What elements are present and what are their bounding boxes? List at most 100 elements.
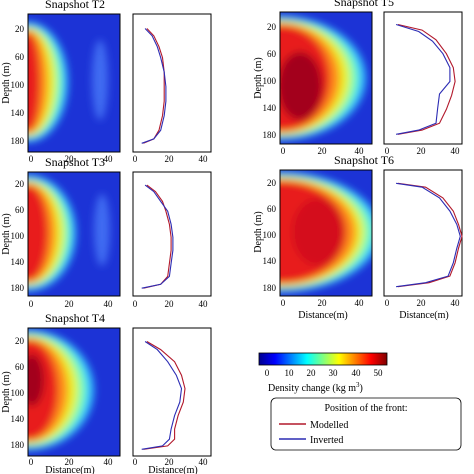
front-lines [141, 28, 167, 144]
y-tick-label: 180 [263, 283, 277, 293]
x-axis: 0 20 40 0 20 40 [29, 154, 208, 164]
x-tick-label: 40 [199, 299, 209, 309]
heatmap [280, 170, 372, 296]
x-tick-label: 0 [281, 298, 286, 308]
y-tick-label: 180 [11, 440, 25, 450]
y-tick-label: 140 [11, 414, 25, 424]
y-tick-label: 20 [267, 178, 277, 188]
y-axis-label: Depth (m) [1, 213, 12, 254]
y-tick-label: 60 [267, 49, 277, 59]
panel-t4: Snapshot T4 20 60 100 140 180 Depth (m) [1, 311, 212, 474]
x-tick-label: 40 [355, 146, 365, 156]
x-tick-label: 40 [451, 146, 461, 156]
x-axis-label: Distance(m) [298, 310, 347, 321]
panel-title: Snapshot T6 [334, 153, 394, 167]
y-axis: 20 60 100 140 180 Depth (m) [253, 22, 277, 140]
front-lines [141, 341, 186, 450]
front-line-inverted [141, 28, 167, 144]
colorbar-tick-label: 30 [329, 368, 339, 378]
y-tick-label: 180 [11, 283, 25, 293]
colorbar-label: Density change (kg m3) [268, 381, 363, 394]
x-tick-label: 40 [104, 154, 114, 164]
x-tick-label: 0 [29, 154, 34, 164]
colorbar-label-sup: 3 [356, 381, 360, 389]
plot-frame [27, 13, 121, 153]
front-line-inverted [141, 184, 174, 289]
front-line-inverted [141, 341, 183, 450]
y-tick-label: 100 [11, 388, 25, 398]
x-tick-label: 40 [355, 298, 365, 308]
colorbar: 0 10 20 30 40 50 Density change (kg m3) [258, 352, 388, 394]
x-tick-label: 40 [199, 457, 209, 467]
y-tick-label: 60 [15, 362, 25, 372]
x-tick-label: 20 [65, 154, 75, 164]
colorbar-label-close: ) [360, 383, 363, 394]
front-line-inverted [395, 23, 451, 135]
x-tick-label: 0 [133, 457, 138, 467]
y-tick-label: 140 [263, 256, 277, 266]
x-tick-label: 40 [104, 457, 114, 467]
panel-title: Snapshot T2 [45, 0, 105, 11]
panel-t6: Snapshot T6 20 60 100 140 180 Depth (m) [253, 153, 463, 321]
x-axis: 0 20 40 0 20 40 [281, 146, 460, 156]
y-axis: 20 60 100 140 180 Depth (m) [1, 336, 25, 450]
y-tick-label: 140 [263, 103, 277, 113]
front-plot-frame [132, 171, 212, 297]
x-axis: 0 20 40 Distance(m) 0 20 40 Distance(m) [29, 457, 208, 474]
front-lines [395, 23, 456, 135]
x-tick-label: 0 [29, 299, 34, 309]
y-tick-label: 60 [15, 205, 25, 215]
x-tick-label: 20 [65, 457, 75, 467]
front-line-modelled [143, 184, 172, 289]
x-tick-label: 20 [318, 146, 328, 156]
x-tick-label: 20 [417, 146, 427, 156]
y-tick-label: 140 [11, 108, 25, 118]
plot-frame [27, 171, 121, 297]
x-tick-label: 20 [318, 298, 328, 308]
front-line-inverted [396, 182, 461, 288]
panel-t2: Snapshot T2 20 60 100 140 180 Depth (m) [1, 0, 212, 164]
y-axis: 20 60 100 140 180 Depth (m) [1, 179, 25, 293]
x-axis-label: Distance(m) [45, 465, 94, 474]
front-plot-frame [132, 13, 212, 153]
y-axis-label: Depth (m) [253, 211, 264, 252]
y-axis-label: Depth (m) [253, 57, 264, 98]
x-axis-label: Distance(m) [148, 465, 197, 474]
x-tick-label: 0 [281, 146, 286, 156]
y-tick-label: 180 [11, 136, 25, 146]
y-tick-label: 60 [267, 204, 277, 214]
x-tick-label: 0 [133, 154, 138, 164]
y-tick-label: 60 [15, 52, 25, 62]
front-lines [396, 182, 463, 288]
x-axis: 0 20 40 0 20 40 [29, 299, 208, 309]
x-tick-label: 20 [417, 298, 427, 308]
front-line-modelled [397, 182, 463, 288]
panel-title: Snapshot T3 [45, 155, 105, 169]
x-tick-label: 20 [165, 299, 175, 309]
x-tick-label: 20 [165, 154, 175, 164]
heatmap [28, 14, 120, 152]
colorbar-tick-label: 20 [307, 368, 317, 378]
panel-t3: Snapshot T3 20 60 100 140 180 Depth (m) [1, 155, 212, 309]
y-axis-label: Depth (m) [1, 62, 12, 103]
y-tick-label: 100 [11, 80, 25, 90]
legend-title: Position of the front: [324, 403, 407, 414]
y-tick-label: 20 [267, 22, 277, 32]
front-line-modelled [143, 28, 165, 144]
y-tick-label: 140 [11, 257, 25, 267]
colorbar-gradient [258, 352, 388, 366]
x-tick-label: 0 [385, 298, 390, 308]
y-tick-label: 100 [263, 76, 277, 86]
front-plot-frame [132, 327, 212, 457]
x-tick-label: 40 [199, 154, 209, 164]
front-line-modelled [397, 23, 456, 135]
front-plot-frame [383, 11, 463, 145]
y-tick-label: 100 [263, 230, 277, 240]
heatmap [28, 328, 120, 456]
plot-frame [27, 327, 121, 457]
y-axis-label: Depth (m) [1, 371, 12, 412]
x-tick-label: 0 [29, 457, 34, 467]
x-tick-label: 0 [133, 299, 138, 309]
legend-label-modelled: Modelled [310, 420, 348, 431]
